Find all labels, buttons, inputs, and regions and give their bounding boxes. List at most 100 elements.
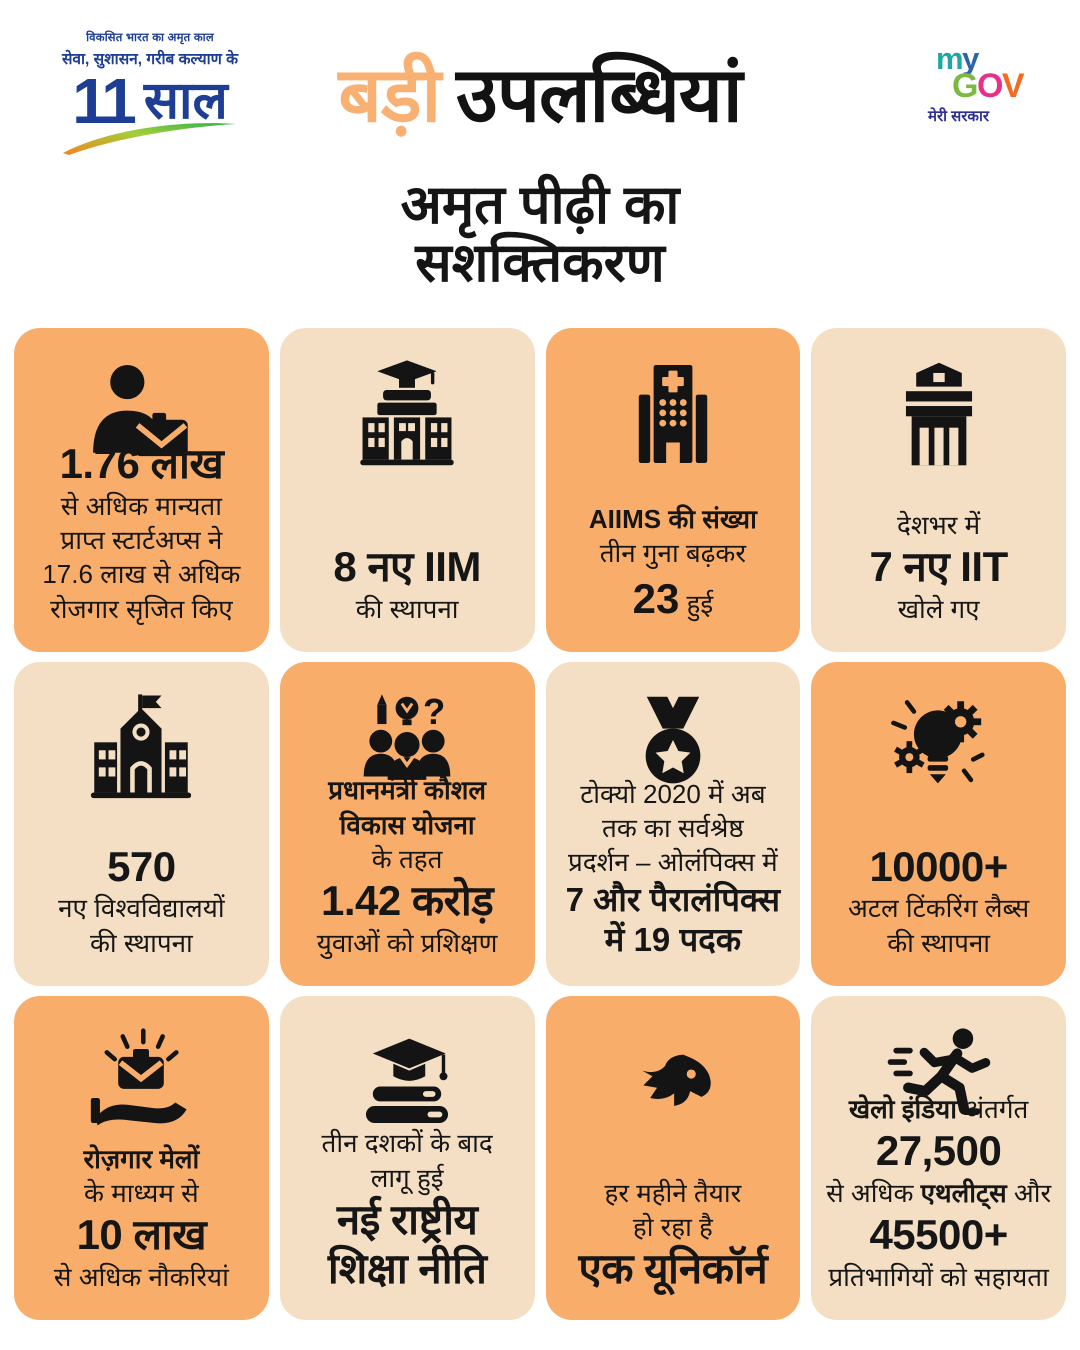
- page-subtitle-line1: अमृत पीढ़ी का: [400, 175, 680, 235]
- card-line: 1.42 करोड़: [321, 877, 494, 925]
- card-icon-wrap: [811, 688, 1066, 808]
- mygov-letter: O: [976, 67, 1003, 106]
- card-atal-labs: 10000+ अटल टिंकरिंग लैब्स की स्थापना: [811, 662, 1066, 986]
- card-line: नई राष्ट्रीय: [336, 1195, 478, 1243]
- mygov-letter: G: [952, 67, 978, 106]
- card-icon-wrap: ?: [280, 688, 535, 808]
- card-line: हर महीने तैयार: [604, 1177, 742, 1208]
- card-line: प्राप्त स्टार्टअप्स ने: [60, 525, 223, 556]
- card-unicorn: हर महीने तैयार हो रहा है एक यूनिकॉर्न: [545, 996, 801, 1320]
- card-icon-wrap: [14, 354, 269, 474]
- card-line: के तहत: [371, 843, 443, 874]
- card-line: के माध्यम से: [84, 1177, 199, 1208]
- card-icon-wrap: [14, 1022, 269, 1142]
- card-text: 570 नए विश्वविद्यालयों की स्थापना: [18, 842, 265, 960]
- mygov-gov: GOV: [952, 67, 1044, 106]
- card-icon-wrap: [14, 688, 269, 808]
- card-line: नए विश्वविद्यालयों: [58, 893, 225, 924]
- education-books-icon: [366, 1038, 449, 1124]
- skill-training-icon: ?: [363, 691, 451, 780]
- card-line: एक यूनिकॉर्न: [578, 1245, 768, 1293]
- card-text: देशभर में 7 नए IIT खोले गए: [815, 508, 1062, 626]
- card-line: रोज़गार मेलों: [83, 1143, 200, 1174]
- eleven-saal-logo: विकसित भारत का अमृत काल सेवा, सुशासन, गर…: [50, 30, 250, 155]
- card-line: तीन गुना बढ़कर: [599, 538, 747, 569]
- page-title-accent: बड़ी: [338, 53, 441, 138]
- mygov-letter: y: [962, 41, 979, 76]
- logo-swoosh-icon: [63, 123, 236, 155]
- university-icon: [360, 360, 454, 466]
- card-aiims: AIIMS की संख्या तीन गुना बढ़कर 23 हुई: [545, 328, 801, 652]
- card-iim: 8 नए IIM की स्थापना: [279, 328, 535, 652]
- card-icon-wrap: [546, 1022, 801, 1142]
- card-line: प्रधानमंत्री कौशल: [328, 775, 487, 806]
- card-olympics: टोक्यो 2020 में अब तक का सर्वश्रेष्ठ प्रदर…: [545, 662, 801, 986]
- card-icon-wrap: [546, 354, 801, 474]
- card-line: विकास योजना: [339, 809, 475, 840]
- card-line: खोले गए: [897, 593, 980, 624]
- mygov-wordmark: my GOV मेरी सरकार: [924, 41, 1044, 125]
- card-text: AIIMS की संख्या तीन गुना बढ़कर 23 हुई: [550, 502, 797, 626]
- card-line: तीन दशकों के बाद: [321, 1128, 493, 1159]
- logo-tagline-bold: सेवा, सुशासन, गरीब कल्याण के: [61, 51, 239, 68]
- card-line: देशभर में: [897, 509, 981, 540]
- card-icon-wrap: [811, 354, 1066, 474]
- card-line: तक का सर्वश्रेष्ठ: [602, 812, 744, 843]
- card-line: 27,500: [875, 1127, 1002, 1175]
- card-text: हर महीने तैयार हो रहा है एक यूनिकॉर्न: [550, 1176, 797, 1294]
- card-line: 570: [107, 842, 176, 890]
- card-line: की स्थापना: [89, 927, 193, 958]
- card-text: टोक्यो 2020 में अब तक का सर्वश्रेष्ठ प्रदर…: [550, 777, 797, 960]
- card-line: 45500+: [869, 1211, 1008, 1259]
- card-line: से अधिक नौकरियां: [53, 1261, 229, 1292]
- card-startups: 1.76 लाख से अधिक मान्यता प्राप्त स्टार्टअप…: [14, 328, 269, 652]
- card-line: 10 लाख: [76, 1211, 207, 1259]
- card-line: की स्थापना: [887, 927, 991, 958]
- card-text: रोज़गार मेलों के माध्यम से 10 लाख से अधिक न…: [18, 1142, 265, 1294]
- card-line: लागू हुई: [370, 1162, 444, 1193]
- card-khelo-india: खेलो इंडिया अंतर्गत 27,500 से अधिक एथलीट्स…: [811, 996, 1066, 1320]
- person-briefcase-icon: [93, 364, 189, 457]
- card-line: खेलो इंडिया अंतर्गत: [848, 1093, 1029, 1124]
- card-line: 7 नए IIT: [869, 543, 1009, 591]
- card-line: 7 और पैरालंपिक्स: [565, 880, 781, 918]
- card-line: युवाओं को प्रशिक्षण: [316, 927, 498, 958]
- card-line: से अधिक एथलीट्स और: [826, 1177, 1052, 1208]
- card-icon-wrap: [811, 1022, 1066, 1142]
- athlete-icon: [887, 1028, 990, 1116]
- card-iit: देशभर में 7 नए IIT खोले गए: [811, 328, 1066, 652]
- logo-tagline-small: विकसित भारत का अमृत काल: [86, 32, 214, 44]
- logo-years-number: 11: [72, 65, 137, 137]
- logo-years-word: साल: [143, 72, 228, 130]
- mygov-subtitle: मेरी सरकार: [928, 107, 989, 125]
- medal-icon: [645, 696, 701, 784]
- card-line: में 19 पदक: [604, 920, 742, 958]
- achievements-grid: 1.76 लाख से अधिक मान्यता प्राप्त स्टार्टअप…: [14, 328, 1066, 1320]
- card-line: टोक्यो 2020 में अब: [580, 778, 766, 809]
- page-subtitle-line2: सशक्तिकरण: [415, 233, 665, 294]
- card-text: 10000+ अटल टिंकरिंग लैब्स की स्थापना: [815, 842, 1062, 960]
- card-rozgar-mela: रोज़गार मेलों के माध्यम से 10 लाख से अधिक न…: [14, 996, 269, 1320]
- card-line: प्रतिभागियों को सहायता: [828, 1261, 1049, 1292]
- card-text: तीन दशकों के बाद लागू हुई नई राष्ट्रीय शिक्…: [284, 1126, 531, 1294]
- card-line: AIIMS की संख्या: [588, 503, 757, 534]
- card-line: की स्थापना: [355, 593, 459, 624]
- innovation-icon: [890, 700, 985, 784]
- mygov-my: my: [936, 41, 1044, 76]
- institute-icon: [905, 362, 972, 466]
- card-text: 1.76 लाख से अधिक मान्यता प्राप्त स्टार्टअप…: [18, 439, 265, 626]
- card-icon-wrap: [280, 1022, 535, 1142]
- card-pmkvy: ? प्रधानमंत्री कौशल विकास योजना के तहत 1.42…: [279, 662, 535, 986]
- card-line: 10000+: [869, 842, 1008, 890]
- mygov-letter: m: [936, 41, 964, 76]
- card-text: प्रधानमंत्री कौशल विकास योजना के तहत 1.42 क…: [284, 773, 531, 960]
- card-line: हो रहा है: [632, 1212, 713, 1243]
- page-title-rest: उपलब्धियां: [456, 53, 742, 138]
- school-icon: [91, 694, 192, 799]
- card-line: 1.76 लाख: [59, 440, 224, 488]
- card-nep: तीन दशकों के बाद लागू हुई नई राष्ट्रीय शिक्…: [279, 996, 535, 1320]
- unicorn-icon: [642, 1032, 711, 1106]
- page-subtitle: अमृत पीढ़ी का सशक्तिकरण: [0, 176, 1080, 293]
- hospital-icon: [638, 364, 708, 464]
